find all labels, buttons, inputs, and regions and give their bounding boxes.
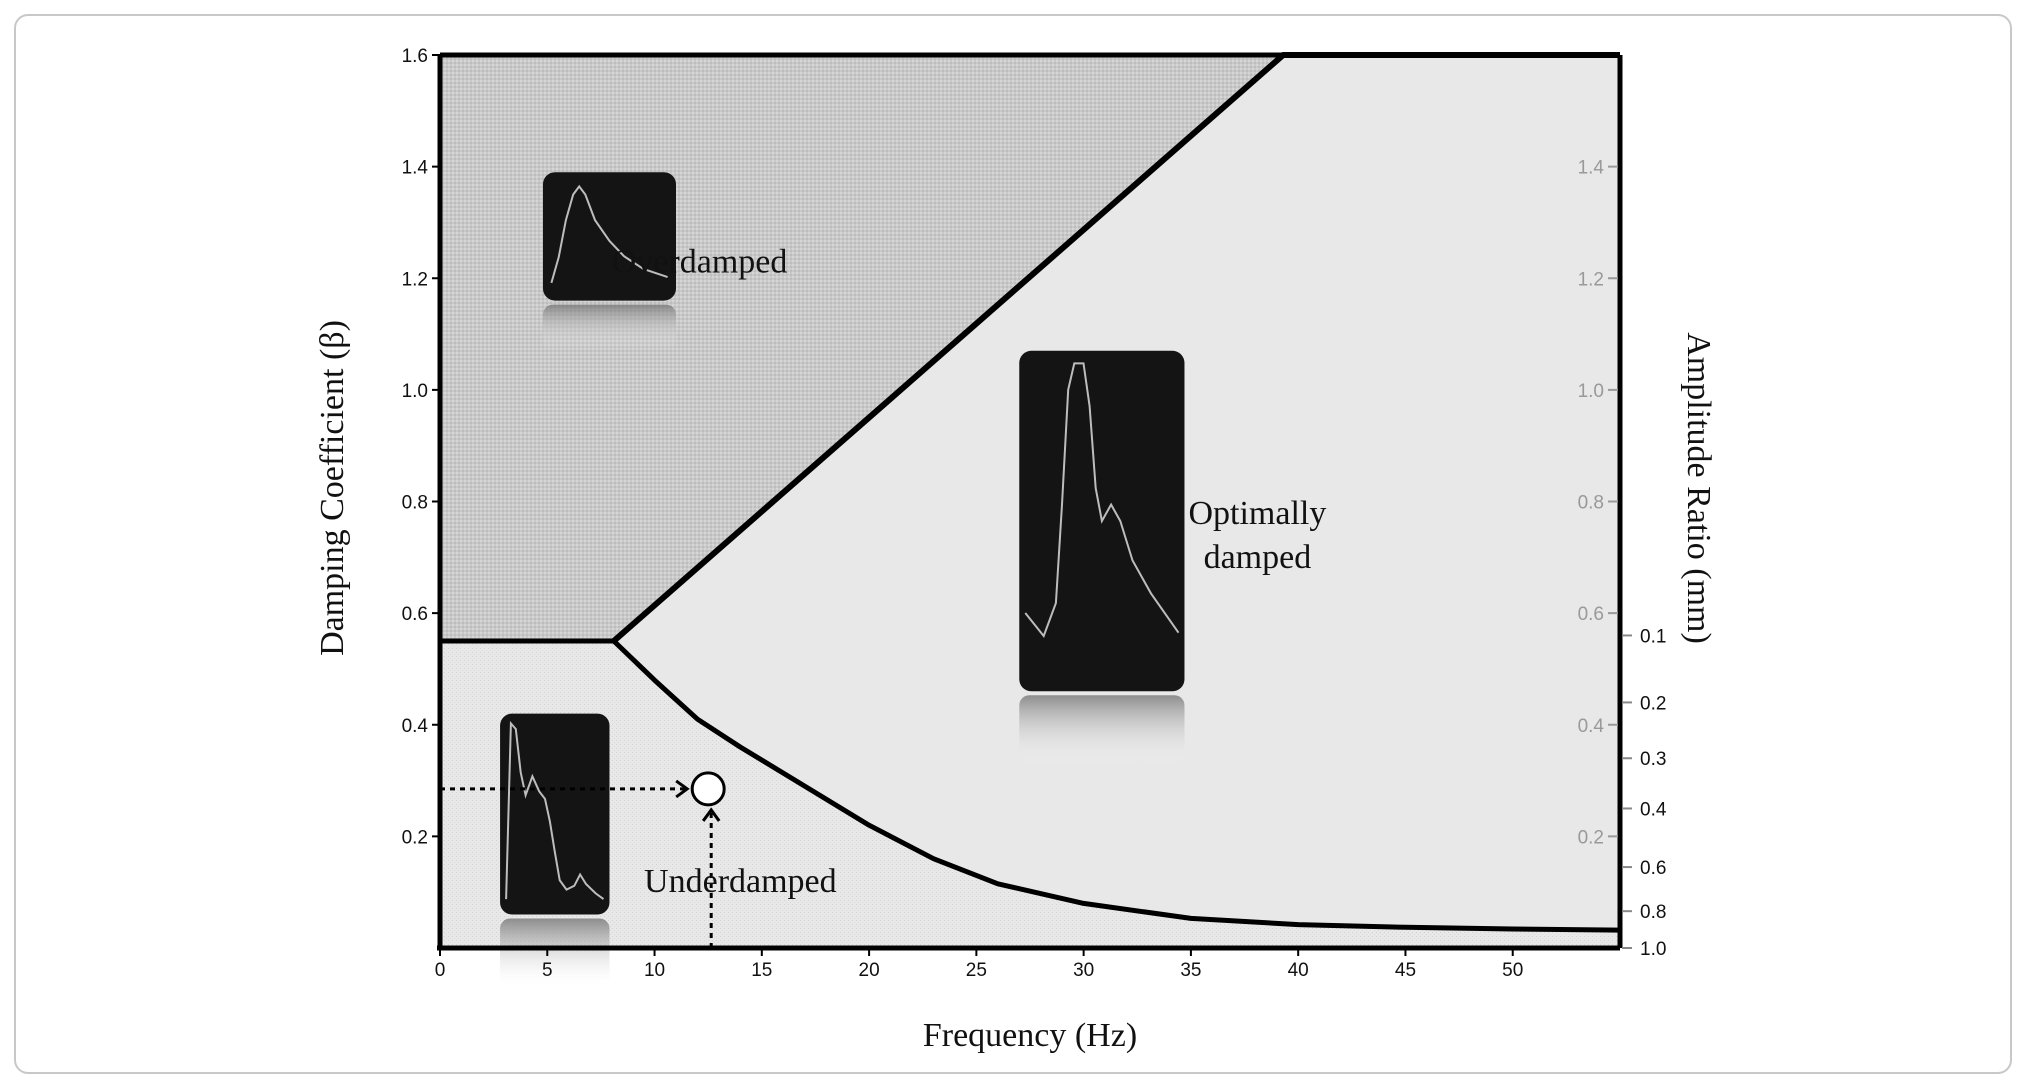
- amplitude-tick-label: 0.6: [1640, 858, 1666, 879]
- inset-reflection: [542, 304, 676, 350]
- y-tick-label: 1.2: [402, 269, 428, 290]
- waveform-trace: [1024, 362, 1180, 639]
- waveform-inset-underdamped: [500, 713, 610, 989]
- y-tick-label: 0.8: [402, 493, 428, 514]
- x-tick-label: 5: [542, 960, 553, 981]
- x-tick-label: 10: [644, 960, 665, 981]
- right-tick-label: 1.2: [1578, 269, 1604, 290]
- y-tick-label: 0.6: [402, 604, 428, 625]
- x-axis-label: Frequency (Hz): [923, 1017, 1137, 1054]
- y-tick-label: 0.2: [402, 827, 428, 848]
- y-tick-label: 1.6: [402, 46, 428, 67]
- y-tick-label: 0.4: [402, 716, 429, 737]
- right-tick-label: 0.6: [1578, 604, 1604, 625]
- y-tick-label: 1.4: [402, 158, 429, 179]
- waveform-trace: [505, 720, 605, 900]
- amplitude-tick-label: 0.1: [1640, 626, 1666, 647]
- y-axis-label: Damping Coefficient (β): [314, 320, 351, 656]
- right-tick-label: 0.8: [1578, 493, 1604, 514]
- x-tick-label: 35: [1180, 960, 1201, 981]
- x-tick-label: 30: [1073, 960, 1094, 981]
- right-tick-label: 1.0: [1578, 381, 1604, 402]
- amplitude-tick-label: 0.2: [1640, 693, 1666, 714]
- inset-panel: [500, 713, 610, 915]
- x-tick-label: 40: [1288, 960, 1309, 981]
- amplitude-tick-label: 0.8: [1640, 902, 1666, 923]
- waveform-inset-overdamped: [542, 172, 676, 350]
- inset-reflection: [500, 918, 610, 989]
- amplitude-tick-label: 0.4: [1640, 799, 1667, 820]
- x-tick-label: 15: [751, 960, 772, 981]
- right-tick-label: 0.4: [1578, 716, 1605, 737]
- region-label-optimally-damped: Optimally damped: [1188, 495, 1326, 576]
- x-tick-label: 20: [859, 960, 880, 981]
- horizontal-arrow-head: [675, 779, 690, 799]
- y2-axis-label: Amplitude Ratio (mm): [1680, 332, 1717, 644]
- amplitude-tick-label: 1.0: [1640, 939, 1666, 960]
- operating-point-marker: [690, 771, 726, 807]
- right-tick-label: 1.4: [1578, 158, 1605, 179]
- x-tick-label: 25: [966, 960, 987, 981]
- y-tick-label: 1.0: [402, 381, 428, 402]
- waveform-trace: [550, 184, 668, 284]
- region-label-underdamped: Underdamped: [644, 863, 837, 900]
- x-tick-label: 0: [435, 960, 446, 981]
- x-tick-label: 50: [1502, 960, 1523, 981]
- amplitude-tick-label: 0.3: [1640, 749, 1666, 770]
- boundary-lower-line: [612, 639, 1621, 933]
- vertical-arrow-head: [701, 807, 721, 822]
- region-label-overdamped: Overdamped: [612, 244, 788, 281]
- inset-reflection: [1019, 695, 1185, 766]
- region-underdamped: [440, 641, 1620, 948]
- right-tick-label: 0.2: [1578, 827, 1604, 848]
- waveform-inset-optimally-damped: [1019, 350, 1185, 766]
- x-tick-label: 45: [1395, 960, 1416, 981]
